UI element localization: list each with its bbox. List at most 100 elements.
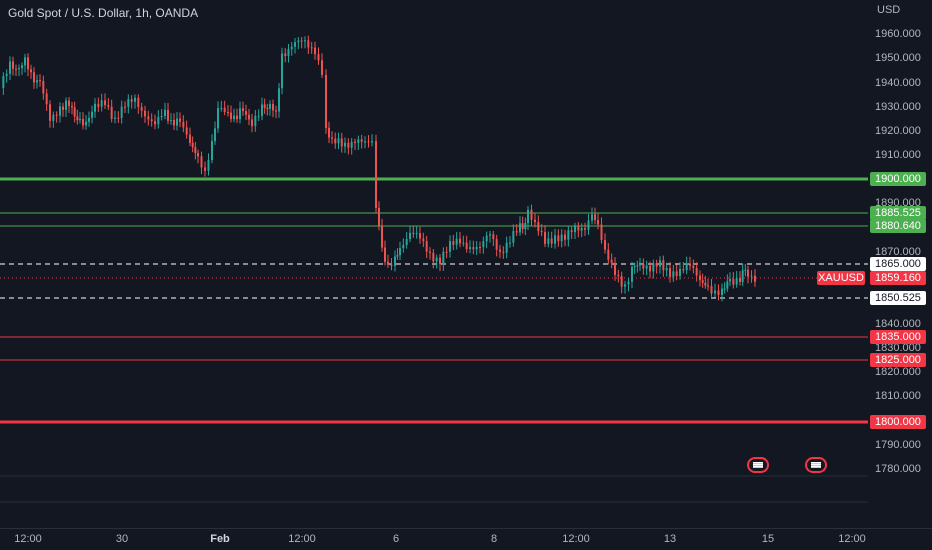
candle-body bbox=[233, 115, 235, 120]
candle-body bbox=[354, 141, 356, 143]
candle-body bbox=[726, 281, 729, 289]
candle-body bbox=[217, 108, 219, 129]
candle-body bbox=[257, 115, 260, 117]
candle-body bbox=[509, 242, 511, 244]
candle-body bbox=[665, 268, 668, 271]
candle-body bbox=[49, 104, 51, 121]
candle-body bbox=[150, 119, 153, 122]
candle-body bbox=[261, 104, 263, 116]
candle-body bbox=[73, 107, 76, 117]
candle-body bbox=[701, 280, 704, 283]
candle-body bbox=[173, 119, 175, 126]
candle-body bbox=[266, 108, 269, 110]
candle-body bbox=[371, 141, 373, 143]
candle-body bbox=[394, 256, 396, 266]
candle-body bbox=[591, 214, 593, 221]
candle-body bbox=[432, 252, 435, 262]
candle-body bbox=[200, 156, 203, 168]
chart-pane[interactable]: Gold Spot / U.S. Dollar, 1h, OANDA bbox=[0, 0, 868, 528]
candle-body bbox=[530, 209, 533, 220]
price-tick: 1820.000 bbox=[875, 366, 921, 378]
price-tick: 1810.000 bbox=[875, 390, 921, 402]
candle-body bbox=[321, 60, 323, 75]
candle-body bbox=[220, 107, 223, 109]
candle-body bbox=[689, 263, 691, 266]
candle-body bbox=[281, 53, 283, 89]
candle-body bbox=[42, 81, 45, 94]
candle-body bbox=[182, 121, 185, 128]
candle-body bbox=[12, 61, 14, 69]
level-label-1880[interactable]: 1880.640 bbox=[870, 219, 926, 233]
candle-body bbox=[587, 220, 590, 230]
candle-body bbox=[617, 274, 620, 277]
time-tick: 8 bbox=[490, 533, 498, 545]
candle-body bbox=[412, 232, 415, 235]
candle-body bbox=[236, 115, 238, 120]
candle-body bbox=[429, 251, 431, 253]
candle-body bbox=[750, 275, 753, 277]
candle-body bbox=[325, 74, 327, 128]
candle-body bbox=[130, 99, 133, 102]
candle-body bbox=[127, 99, 130, 107]
candle-body bbox=[682, 269, 685, 271]
candle-body bbox=[357, 139, 360, 143]
candle-body bbox=[307, 40, 310, 48]
candle-body bbox=[45, 93, 48, 105]
candle-body bbox=[631, 266, 633, 282]
level-label-1900[interactable]: 1900.000 bbox=[870, 172, 926, 186]
candle-body bbox=[502, 251, 505, 253]
candle-body bbox=[294, 42, 296, 47]
candle-body bbox=[144, 110, 146, 117]
symbol-title[interactable]: Gold Spot / U.S. Dollar, 1h, OANDA bbox=[8, 6, 199, 20]
candle-body bbox=[584, 228, 586, 230]
candle-body bbox=[449, 241, 451, 252]
time-tick: Feb bbox=[210, 533, 230, 545]
candle-body bbox=[402, 244, 405, 249]
us-flag-icon[interactable] bbox=[747, 457, 769, 473]
candle-body bbox=[223, 107, 226, 113]
candle-body bbox=[185, 127, 188, 135]
candle-body bbox=[360, 139, 363, 142]
candle-body bbox=[214, 128, 216, 142]
candle-body bbox=[300, 40, 303, 42]
candle-body bbox=[55, 114, 58, 116]
candle-body bbox=[170, 119, 172, 121]
candle-body bbox=[717, 290, 720, 295]
candle-body bbox=[317, 54, 320, 61]
candle-body bbox=[675, 271, 678, 276]
level-label-1865[interactable]: 1865.000 bbox=[870, 257, 926, 271]
candle-body bbox=[287, 49, 290, 56]
candle-body bbox=[100, 100, 103, 107]
candle-body bbox=[405, 239, 408, 245]
level-label-1885[interactable]: 1885.525 bbox=[870, 206, 926, 220]
level-label-1825[interactable]: 1825.000 bbox=[870, 353, 926, 367]
candle-body bbox=[248, 114, 250, 120]
candle-body bbox=[9, 61, 11, 74]
candle-body bbox=[636, 265, 639, 267]
price-chart[interactable] bbox=[0, 0, 868, 528]
candle-body bbox=[662, 260, 665, 271]
candle-body bbox=[107, 105, 110, 107]
candle-body bbox=[659, 260, 661, 267]
candle-body bbox=[30, 69, 32, 73]
candle-body bbox=[134, 97, 136, 102]
candle-body bbox=[445, 251, 448, 253]
us-flag-icon[interactable] bbox=[805, 457, 827, 473]
price-tick: 1950.000 bbox=[875, 52, 921, 64]
candle-body bbox=[515, 231, 518, 233]
level-label-1850[interactable]: 1850.525 bbox=[870, 291, 926, 305]
level-label-1835[interactable]: 1835.000 bbox=[870, 330, 926, 344]
candle-body bbox=[227, 112, 229, 114]
price-tick: 1920.000 bbox=[875, 125, 921, 137]
candle-body bbox=[624, 284, 626, 287]
candle-body bbox=[381, 225, 383, 248]
candle-body bbox=[164, 109, 166, 116]
candle-body bbox=[439, 257, 441, 265]
time-axis[interactable]: 12:00 30 Feb 12:00 6 8 12:00 13 15 12:00 bbox=[0, 528, 932, 550]
candle-body bbox=[79, 118, 81, 121]
candle-body bbox=[704, 282, 707, 286]
candle-body bbox=[68, 100, 70, 106]
candle-body bbox=[472, 247, 475, 250]
candle-body bbox=[521, 223, 524, 230]
level-label-1800[interactable]: 1800.000 bbox=[870, 415, 926, 429]
